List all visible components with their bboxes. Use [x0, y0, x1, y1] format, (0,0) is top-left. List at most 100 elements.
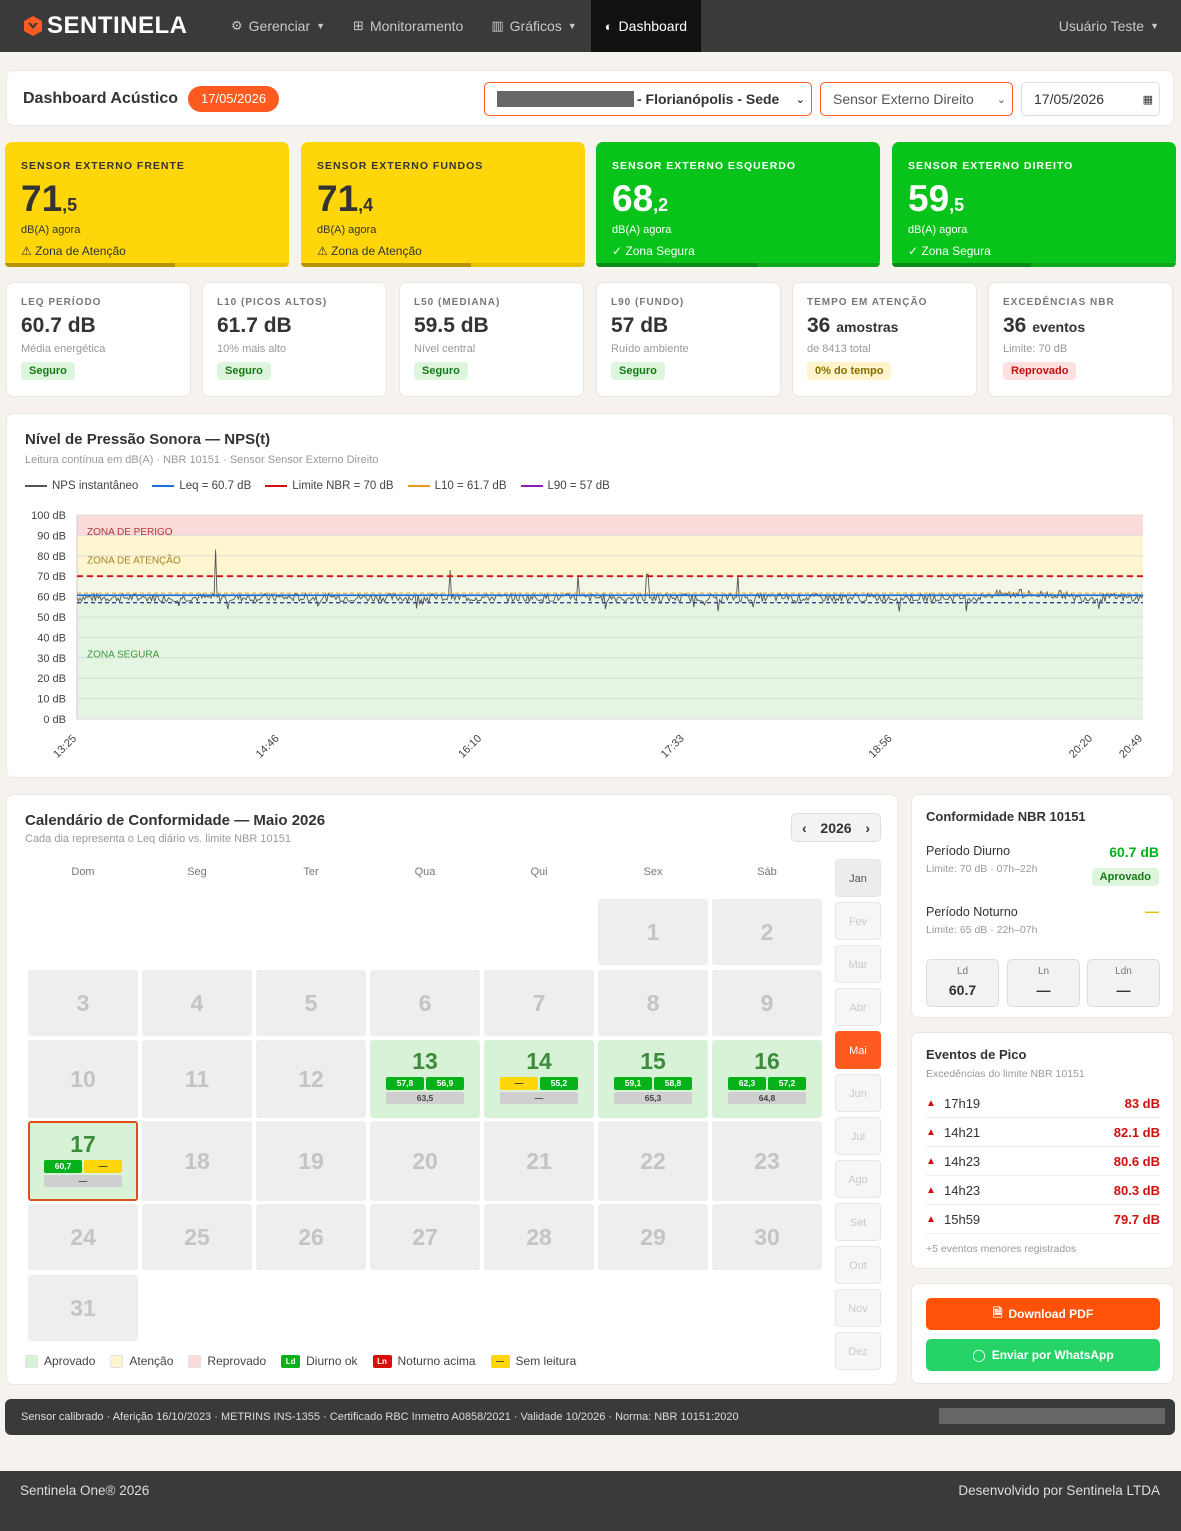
calendar-day-6[interactable]: 6 [370, 970, 480, 1036]
nav-gerenciar[interactable]: ⚙ Gerenciar ▼ [217, 0, 339, 52]
sensor-card[interactable]: SENSOR EXTERNO ESQUERDO 68,2 dB(A) agora ✓ … [596, 142, 880, 267]
calendar-day-31[interactable]: 31 [28, 1275, 138, 1341]
calendar-day-17[interactable]: 17 60,7— — [28, 1121, 138, 1201]
sensor-zone-status: ⚠ Zona de Atenção [317, 244, 422, 258]
calendar-day-14[interactable]: 14—55,2— [484, 1040, 594, 1118]
whatsapp-button[interactable]: ◯ Enviar por WhatsApp [926, 1339, 1160, 1371]
calendar-day-21[interactable]: 21 [484, 1121, 594, 1201]
calendar-day-18[interactable]: 18 [142, 1121, 252, 1201]
calendar-day-22[interactable]: 22 [598, 1121, 708, 1201]
sensor-level-bar [596, 263, 758, 267]
whatsapp-label: Enviar por WhatsApp [991, 1348, 1114, 1362]
stat-value-main: 61.7 dB [217, 314, 292, 337]
calendar-day-7[interactable]: 7 [484, 970, 594, 1036]
month-button-mar[interactable]: Mar [835, 945, 881, 983]
calendar-day-30[interactable]: 30 [712, 1204, 822, 1270]
nav-dashboard[interactable]: ◐ Dashboard [590, 0, 702, 52]
calendar-day-4[interactable]: 4 [142, 970, 252, 1036]
chart-legend-item[interactable]: Leq = 60.7 dB [152, 480, 251, 492]
chart-legend-item[interactable]: L10 = 61.7 dB [407, 480, 507, 492]
month-button-jan[interactable]: Jan [835, 859, 881, 897]
sensor-value-int: 68 [612, 178, 654, 219]
calendar-day-5[interactable]: 5 [256, 970, 366, 1036]
calendar-day-25[interactable]: 25 [142, 1204, 252, 1270]
month-button-mai[interactable]: Mai [835, 1031, 881, 1069]
calendar-day-20[interactable]: 20 [370, 1121, 480, 1201]
month-button-out[interactable]: Out [835, 1246, 881, 1284]
calendar-day-8[interactable]: 8 [598, 970, 708, 1036]
calendar-day-15[interactable]: 15 59,1 58,8 65,3 [598, 1040, 708, 1118]
calendar-day-9[interactable]: 9 [712, 970, 822, 1036]
chevron-left-icon[interactable]: ‹ [802, 819, 807, 836]
month-button-nov[interactable]: Nov [835, 1289, 881, 1327]
chart-legend-item[interactable]: Limite NBR = 70 dB [265, 480, 394, 492]
calendar-day-3[interactable]: 3 [28, 970, 138, 1036]
month-button-set[interactable]: Set [835, 1203, 881, 1241]
date-input[interactable]: 17/05/2026 ▦ [1021, 82, 1160, 116]
calendar-title: Calendário de Conformidade — Maio 2026 [25, 812, 326, 829]
sensor-select[interactable]: Sensor Externo Direito ⌄ [820, 82, 1013, 116]
month-button-jul[interactable]: Jul [835, 1117, 881, 1155]
calendar-day-19[interactable]: 19 [256, 1121, 366, 1201]
user-name: Usuário Teste [1058, 18, 1145, 34]
x-tick-label: 13:25 [51, 733, 79, 761]
calendar-day-26[interactable]: 26 [256, 1204, 366, 1270]
stat-label: L10 (PICOS ALTOS) [217, 297, 328, 308]
chart-legend-item[interactable]: L90 = 57 dB [520, 480, 610, 492]
gauge-icon: ◐ [604, 18, 613, 34]
gears-icon: ⚙ [231, 18, 243, 33]
calibration-text: Sensor calibrado · Aferição 16/10/2023 ·… [21, 1411, 739, 1423]
calendar-day-11[interactable]: 11 [142, 1040, 252, 1118]
day-ldn-value: 65,3 [614, 1092, 692, 1104]
calendar-day-1[interactable]: 1 [598, 899, 708, 965]
sensor-value-dec: ,2 [653, 195, 669, 215]
calendar-day-16[interactable]: 16 62,3 57,2 64,8 [712, 1040, 822, 1118]
calendar-day-28[interactable]: 28 [484, 1204, 594, 1270]
day-noturno-value: 57,2 [768, 1077, 806, 1090]
stat-value: 36 amostras [807, 314, 962, 338]
day-diurno-value: 57,8 [386, 1077, 424, 1090]
sensor-card[interactable]: SENSOR EXTERNO FRENTE 71,5 dB(A) agora ⚠ Zo… [5, 142, 289, 267]
chart-legend-item[interactable]: NPS instantâneo [25, 480, 138, 492]
calendar-day-29[interactable]: 29 [598, 1204, 708, 1270]
month-button-ago[interactable]: Ago [835, 1160, 881, 1198]
nav-monitoramento[interactable]: ⊞ Monitoramento [339, 0, 477, 52]
calendar-day-27[interactable]: 27 [370, 1204, 480, 1270]
triangle-up-icon: ▲ [926, 1184, 936, 1196]
peak-event-row: ▲ 14h21 82.1 dB [926, 1118, 1160, 1147]
chart-legend: NPS instantâneo Leq = 60.7 dB Limite NBR =… [25, 480, 624, 492]
sensor-value-dec: ,4 [358, 195, 374, 215]
calendar-day-number: 12 [298, 1066, 324, 1092]
month-button-abr[interactable]: Abr [835, 988, 881, 1026]
sensor-card[interactable]: SENSOR EXTERNO DIREITO 59,5 dB(A) agora ✓ Z… [892, 142, 1176, 267]
month-button-jun[interactable]: Jun [835, 1074, 881, 1112]
calendar-day-13[interactable]: 13 57,8 56,9 63,5 [370, 1040, 480, 1118]
y-tick-label: 100 dB [31, 510, 66, 522]
calendar-day-2[interactable]: 2 [712, 899, 822, 965]
chart-zone-label: ZONA SEGURA [87, 650, 160, 661]
user-menu[interactable]: Usuário Teste ▼ [1059, 0, 1159, 52]
sensor-card[interactable]: SENSOR EXTERNO FUNDOS 71,4 dB(A) agora ⚠ Zo… [301, 142, 585, 267]
day-ldn-value: — [500, 1092, 578, 1104]
location-select[interactable]: - Florianópolis - Sede ⌄ [484, 82, 812, 116]
chevron-right-icon[interactable]: › [865, 819, 870, 836]
period-noturno-name: Período Noturno [926, 905, 1018, 919]
calendar-day-12[interactable]: 12 [256, 1040, 366, 1118]
month-button-dez[interactable]: Dez [835, 1332, 881, 1370]
calendar-day-10[interactable]: 10 [28, 1040, 138, 1118]
calendar-day-24[interactable]: 24 [28, 1204, 138, 1270]
legend-tag: — [490, 1354, 510, 1368]
nav-graficos[interactable]: ▥ Gráficos ▼ [477, 0, 590, 52]
y-tick-label: 0 dB [43, 714, 66, 726]
indicator-ldn: Ldn — [1087, 959, 1160, 1007]
calendar-day-23[interactable]: 23 [712, 1121, 822, 1201]
download-pdf-button[interactable]: 🗎 Download PDF [926, 1298, 1160, 1330]
stat-status-badge: Seguro [217, 362, 271, 380]
month-button-fev[interactable]: Fev [835, 902, 881, 940]
brand-logo[interactable]: SENTINELA [22, 0, 217, 52]
weekday-header: Sáb [757, 866, 777, 878]
sensor-card-label: SENSOR EXTERNO DIREITO [908, 160, 1074, 172]
stat-value-main: 59.5 dB [414, 314, 489, 337]
indicator-ld-key: Ld [956, 966, 969, 977]
day-period-values: 57,8 56,9 [370, 1077, 480, 1090]
